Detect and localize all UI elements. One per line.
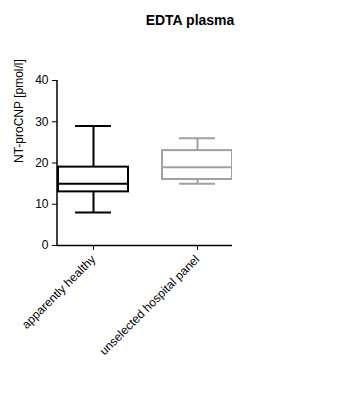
svg-text:apparently healthy: apparently healthy	[19, 252, 98, 331]
svg-text:40: 40	[35, 73, 49, 87]
svg-text:0: 0	[42, 238, 49, 252]
svg-text:10: 10	[35, 197, 49, 211]
svg-text:unselected hospital panel: unselected hospital panel	[97, 252, 203, 358]
html-text:EDTA plasma: EDTA plasma	[145, 12, 235, 28]
svg-text:NT-proCNP [pmol/l]: NT-proCNP [pmol/l]	[12, 59, 26, 163]
svg-text:20: 20	[35, 156, 49, 170]
svg-text:30: 30	[35, 115, 49, 129]
